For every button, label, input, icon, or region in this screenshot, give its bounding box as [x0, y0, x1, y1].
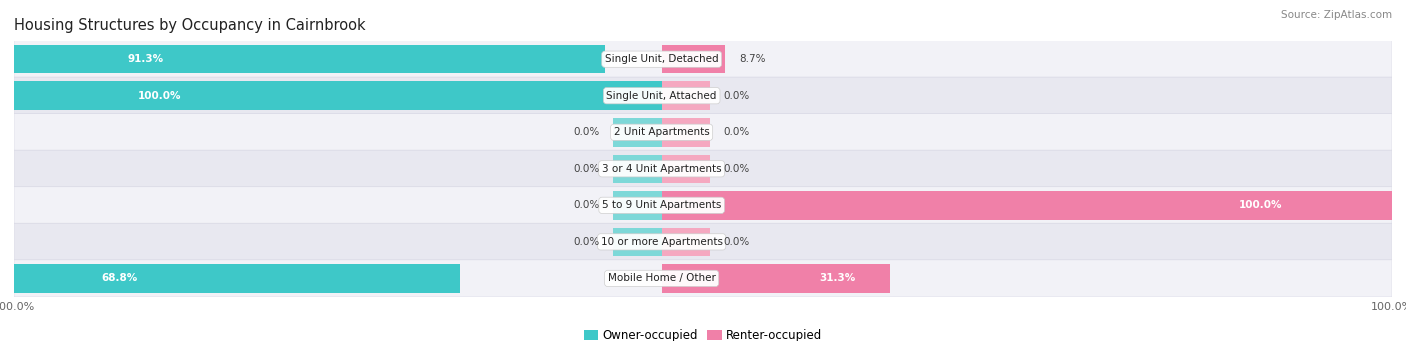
- Text: 10 or more Apartments: 10 or more Apartments: [600, 237, 723, 247]
- Bar: [14, 264, 460, 293]
- Text: 0.0%: 0.0%: [574, 200, 599, 210]
- Bar: [14, 45, 606, 73]
- FancyBboxPatch shape: [14, 77, 1392, 114]
- Bar: [662, 154, 710, 183]
- Bar: [613, 191, 662, 220]
- Text: 31.3%: 31.3%: [820, 273, 856, 283]
- Text: Housing Structures by Occupancy in Cairnbrook: Housing Structures by Occupancy in Cairn…: [14, 18, 366, 33]
- Text: 8.7%: 8.7%: [740, 54, 765, 64]
- Text: 0.0%: 0.0%: [574, 127, 599, 137]
- Text: Single Unit, Attached: Single Unit, Attached: [606, 91, 717, 101]
- Text: 0.0%: 0.0%: [724, 127, 749, 137]
- Bar: [662, 118, 710, 147]
- Text: Source: ZipAtlas.com: Source: ZipAtlas.com: [1281, 10, 1392, 20]
- Text: 3 or 4 Unit Apartments: 3 or 4 Unit Apartments: [602, 164, 721, 174]
- Text: 0.0%: 0.0%: [724, 164, 749, 174]
- Text: 100.0%: 100.0%: [1239, 200, 1282, 210]
- Text: Mobile Home / Other: Mobile Home / Other: [607, 273, 716, 283]
- Text: 2 Unit Apartments: 2 Unit Apartments: [614, 127, 710, 137]
- FancyBboxPatch shape: [14, 223, 1392, 261]
- Bar: [662, 81, 710, 110]
- FancyBboxPatch shape: [14, 114, 1392, 151]
- Bar: [14, 81, 662, 110]
- Text: 68.8%: 68.8%: [101, 273, 138, 283]
- FancyBboxPatch shape: [14, 150, 1392, 188]
- Text: 0.0%: 0.0%: [724, 237, 749, 247]
- Bar: [662, 264, 890, 293]
- FancyBboxPatch shape: [14, 187, 1392, 224]
- Bar: [613, 228, 662, 256]
- Text: 100.0%: 100.0%: [138, 91, 181, 101]
- Text: Single Unit, Detached: Single Unit, Detached: [605, 54, 718, 64]
- Bar: [613, 118, 662, 147]
- Bar: [662, 191, 1392, 220]
- Legend: Owner-occupied, Renter-occupied: Owner-occupied, Renter-occupied: [579, 325, 827, 341]
- FancyBboxPatch shape: [14, 41, 1392, 78]
- Text: 91.3%: 91.3%: [128, 54, 163, 64]
- FancyBboxPatch shape: [14, 260, 1392, 297]
- Text: 0.0%: 0.0%: [574, 237, 599, 247]
- Bar: [662, 45, 725, 73]
- Bar: [613, 154, 662, 183]
- Text: 5 to 9 Unit Apartments: 5 to 9 Unit Apartments: [602, 200, 721, 210]
- Bar: [662, 228, 710, 256]
- Text: 0.0%: 0.0%: [724, 91, 749, 101]
- Text: 0.0%: 0.0%: [574, 164, 599, 174]
